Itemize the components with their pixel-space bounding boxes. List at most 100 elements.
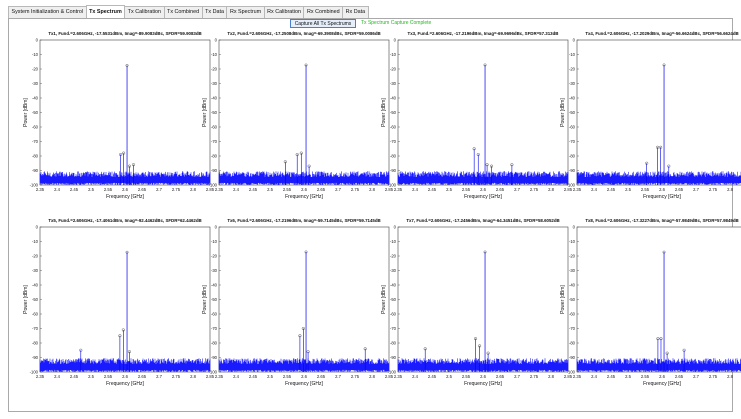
x-tick-label: 2.45 bbox=[428, 374, 437, 379]
spectrum-chart-6: Tx6, Fund.=2.606GHz, -17.2196dBm, Imag=-… bbox=[202, 218, 394, 387]
x-axis-label: Frequency [GHz] bbox=[464, 194, 502, 200]
x-tick-label: 2.7 bbox=[335, 187, 341, 192]
spectrum-chart-8: Tx8, Fund.=2.606GHz, -17.3227dBm, Imag=-… bbox=[560, 218, 741, 387]
x-tick-label: 2.5 bbox=[446, 374, 452, 379]
chart-title: Tx6, Fund.=2.606GHz, -17.2196dBm, Imag=-… bbox=[227, 218, 380, 223]
x-tick-label: 2.75 bbox=[530, 374, 539, 379]
y-tick-label: -90 bbox=[32, 168, 39, 173]
x-tick-label: 2.35 bbox=[394, 187, 403, 192]
y-tick-label: -30 bbox=[569, 81, 576, 86]
y-tick-label: -100 bbox=[30, 370, 39, 375]
y-tick-label: -40 bbox=[569, 283, 576, 288]
x-tick-label: 2.7 bbox=[335, 374, 341, 379]
y-tick-label: -50 bbox=[390, 110, 397, 115]
spur-marker bbox=[79, 348, 83, 352]
y-tick-label: 0 bbox=[215, 38, 218, 43]
spur-marker bbox=[665, 351, 669, 355]
tab-tx-calibration[interactable]: Tx Calibration bbox=[124, 6, 165, 18]
x-tick-label: 2.4 bbox=[54, 374, 60, 379]
x-axis-label: Frequency [GHz] bbox=[285, 194, 323, 200]
y-tick-label: -20 bbox=[569, 67, 576, 72]
noise-floor-trace bbox=[39, 358, 211, 372]
spur-marker bbox=[486, 351, 490, 355]
y-tick-label: -100 bbox=[567, 183, 576, 188]
chart-title: Tx4, Fund.=2.606GHz, -17.2029dBm, Imag=-… bbox=[585, 31, 738, 36]
tab-tx-spectrum[interactable]: Tx Spectrum bbox=[85, 5, 126, 18]
y-tick-label: -60 bbox=[32, 125, 39, 130]
spur-marker bbox=[298, 334, 302, 338]
x-tick-label: 2.8 bbox=[369, 187, 375, 192]
spur-marker bbox=[656, 337, 660, 341]
y-tick-label: -40 bbox=[390, 283, 397, 288]
x-tick-label: 2.45 bbox=[249, 187, 258, 192]
tab-tx-combined[interactable]: Tx Combined bbox=[163, 6, 203, 18]
y-tick-label: -50 bbox=[569, 110, 576, 115]
spur-marker bbox=[476, 153, 480, 157]
x-axis-label: Frequency [GHz] bbox=[106, 381, 144, 387]
x-tick-label: 2.8 bbox=[190, 374, 196, 379]
x-tick-label: 2.45 bbox=[70, 187, 79, 192]
x-tick-label: 2.55 bbox=[283, 187, 292, 192]
y-tick-label: 0 bbox=[573, 38, 576, 43]
x-tick-label: 2.4 bbox=[233, 187, 239, 192]
y-tick-label: -50 bbox=[32, 110, 39, 115]
spur-marker bbox=[656, 145, 660, 149]
y-tick-label: -70 bbox=[569, 326, 576, 331]
tab-rx-calibration[interactable]: Rx Calibration bbox=[263, 6, 305, 18]
fundamental-marker bbox=[304, 63, 308, 67]
x-axis-label: Frequency [GHz] bbox=[643, 381, 681, 387]
y-tick-label: -70 bbox=[390, 326, 397, 331]
y-tick-label: -80 bbox=[390, 154, 397, 159]
spur-marker bbox=[118, 334, 122, 338]
y-tick-label: -80 bbox=[569, 341, 576, 346]
y-tick-label: -30 bbox=[211, 81, 218, 86]
plot-area bbox=[576, 226, 741, 373]
chart-title: Tx5, Fund.=2.606GHz, -17.4061dBm, Imag=-… bbox=[48, 218, 201, 223]
x-tick-label: 2.65 bbox=[496, 374, 505, 379]
x-tick-label: 2.35 bbox=[215, 187, 224, 192]
x-axis-label: Frequency [GHz] bbox=[106, 194, 144, 200]
y-tick-label: -100 bbox=[567, 370, 576, 375]
noise-floor-trace bbox=[397, 171, 569, 185]
tab-rx-combined[interactable]: Rx Combined bbox=[303, 6, 344, 18]
tab-system-initialization-control[interactable]: System Initialization & Control bbox=[8, 6, 87, 18]
y-tick-label: -50 bbox=[569, 297, 576, 302]
spur-marker bbox=[301, 326, 305, 330]
y-tick-label: -20 bbox=[390, 67, 397, 72]
y-tick-label: 0 bbox=[36, 38, 39, 43]
chart-title: Tx1, Fund.=2.606GHz, -17.5531dBm, Imag=-… bbox=[48, 31, 201, 36]
x-tick-label: 2.45 bbox=[70, 374, 79, 379]
x-tick-label: 2.55 bbox=[104, 187, 113, 192]
tab-rx-data[interactable]: Rx Data bbox=[342, 6, 369, 18]
x-tick-label: 2.45 bbox=[607, 374, 616, 379]
x-tick-label: 2.6 bbox=[122, 374, 128, 379]
x-tick-label: 2.6 bbox=[122, 187, 128, 192]
y-tick-label: -90 bbox=[390, 355, 397, 360]
x-tick-label: 2.5 bbox=[625, 374, 631, 379]
noise-floor-trace bbox=[218, 171, 390, 185]
y-tick-label: -60 bbox=[569, 125, 576, 130]
y-tick-label: -20 bbox=[211, 254, 218, 259]
capture-all-tx-spectrums-button[interactable]: Capture All Tx Spectrums bbox=[290, 19, 356, 28]
x-tick-label: 2.6 bbox=[301, 374, 307, 379]
y-tick-label: -60 bbox=[390, 312, 397, 317]
x-axis-label: Frequency [GHz] bbox=[285, 381, 323, 387]
y-tick-label: -20 bbox=[32, 67, 39, 72]
y-tick-label: -90 bbox=[390, 168, 397, 173]
plot-area bbox=[218, 39, 390, 186]
y-tick-label: -70 bbox=[32, 326, 39, 331]
tab-rx-spectrum[interactable]: Rx Spectrum bbox=[226, 6, 265, 18]
spur-marker bbox=[122, 151, 126, 155]
y-tick-label: -30 bbox=[390, 268, 397, 273]
spur-marker bbox=[127, 164, 131, 168]
x-tick-label: 2.75 bbox=[709, 187, 718, 192]
y-tick-label: -60 bbox=[390, 125, 397, 130]
spur-marker bbox=[474, 337, 478, 341]
y-tick-label: -80 bbox=[32, 341, 39, 346]
y-tick-label: -70 bbox=[569, 139, 576, 144]
y-tick-label: -50 bbox=[390, 297, 397, 302]
plot-area bbox=[39, 226, 211, 373]
spectrum-chart-3: Tx3, Fund.=2.606GHz, -17.2196dBm, Imag=-… bbox=[381, 31, 573, 200]
tab-tx-data[interactable]: Tx Data bbox=[201, 6, 228, 18]
y-tick-label: -50 bbox=[211, 110, 218, 115]
